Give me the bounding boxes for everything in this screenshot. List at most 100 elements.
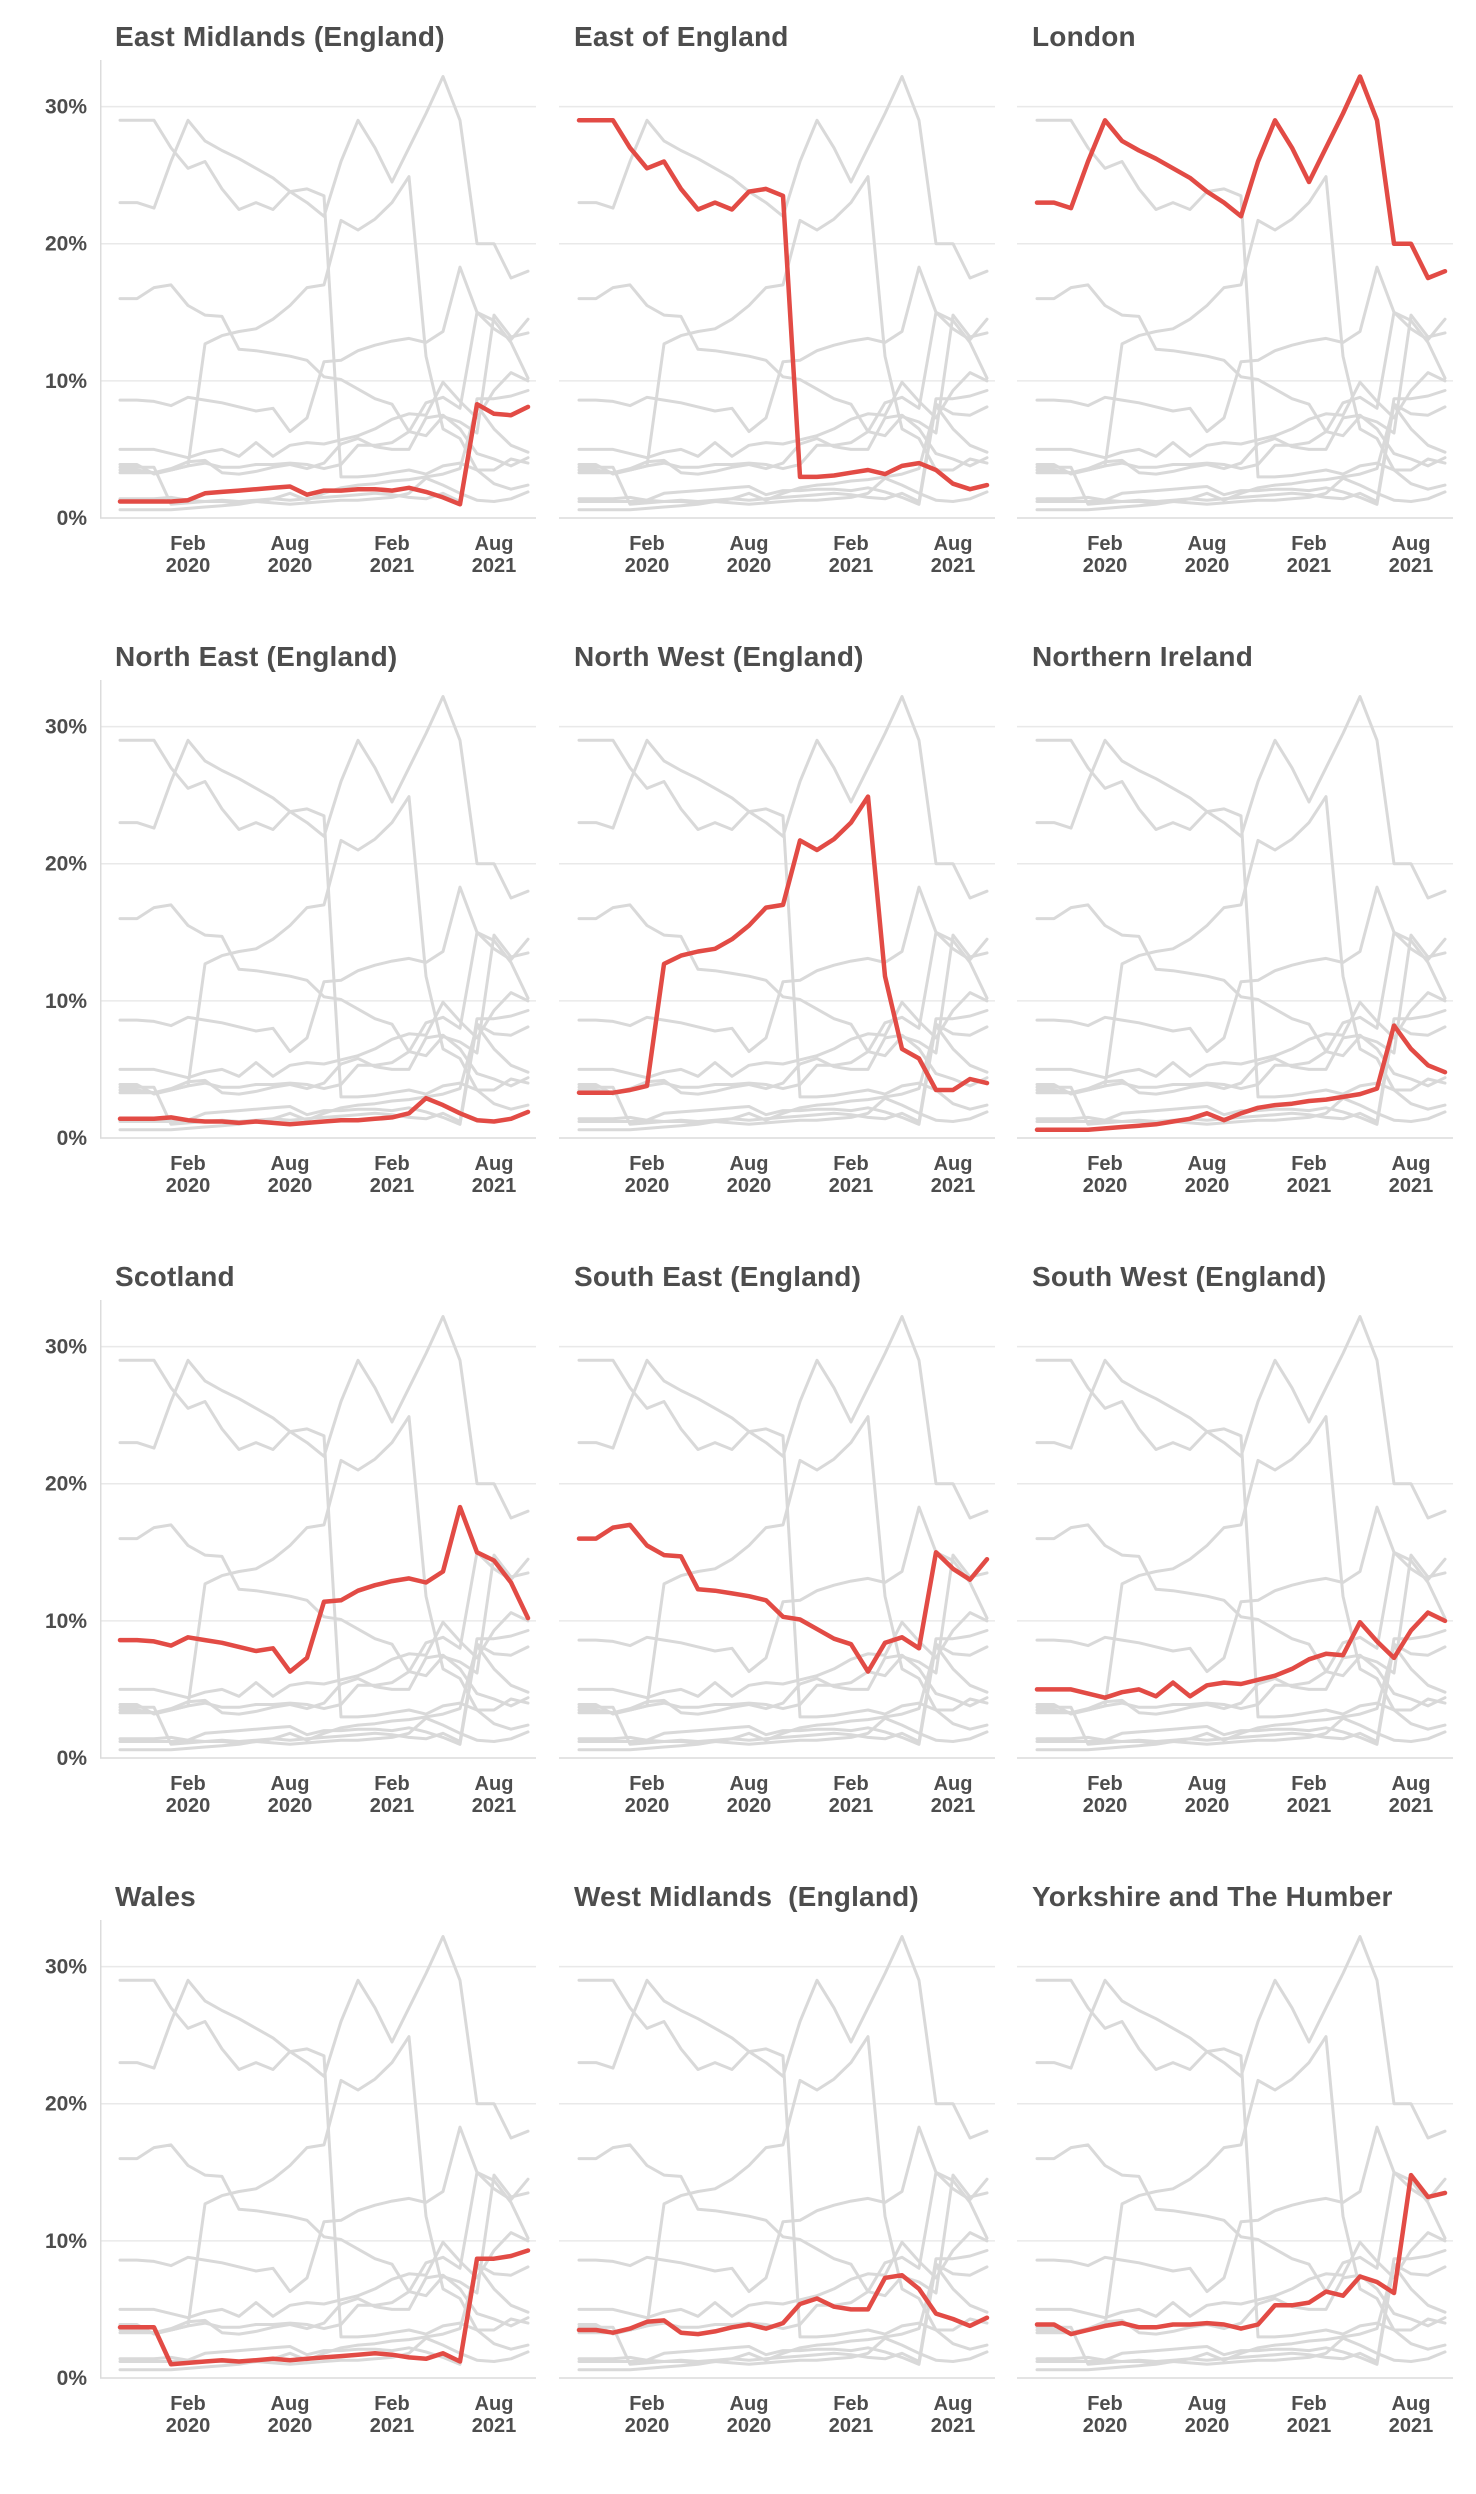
x-tick-year: 2020: [1185, 1795, 1230, 1817]
series-line-context-west-midlands-england: [118, 1653, 530, 1716]
series-line-context-northern-ireland: [1035, 404, 1447, 512]
x-axis-tick-label: Feb 2020: [166, 2393, 211, 2437]
series-line-context-south-west-england: [577, 2231, 989, 2320]
x-tick-year: 2020: [166, 555, 211, 577]
y-axis-tick-label: 0%: [57, 2367, 88, 2390]
x-tick-year: 2020: [166, 1175, 211, 1197]
x-axis-tick-label: Aug 2021: [1389, 2393, 1434, 2437]
x-axis-tick-label: Aug 2021: [472, 1773, 517, 1817]
x-tick-year: 2021: [931, 555, 976, 577]
x-tick-year: 2020: [727, 1795, 772, 1817]
x-axis-tick-label: Feb 2020: [625, 1153, 670, 1197]
y-axis-tick-label: 10%: [45, 2230, 87, 2253]
x-tick-month: Feb: [170, 2393, 206, 2415]
x-axis-tick-label: Aug 2021: [931, 2393, 976, 2437]
x-tick-year: 2021: [1287, 2415, 1332, 2437]
series-line-context-north-west-england: [118, 1415, 530, 1715]
panel-row: East Midlands (England) 0% 10% 20% 30% Feb 202…: [0, 14, 1476, 580]
x-tick-month: Aug: [1188, 1153, 1227, 1175]
x-tick-year: 2020: [1083, 1175, 1128, 1197]
series-line-context-scotland: [1035, 2125, 1447, 2294]
x-tick-year: 2021: [472, 1795, 517, 1817]
series-line-highlight-east-midlands-england: [117, 401, 531, 507]
x-tick-month: Aug: [934, 533, 973, 555]
series-line-highlight-northern-ireland: [1034, 1023, 1448, 1133]
x-tick-year: 2020: [268, 555, 313, 577]
series-line-context-north-west-england: [1035, 175, 1447, 475]
x-tick-year: 2021: [1287, 1795, 1332, 1817]
x-tick-year: 2021: [1389, 1795, 1434, 1817]
series-line-context-wales: [577, 2249, 989, 2366]
series-line-context-wales: [1035, 1009, 1447, 1126]
panel-title: Yorkshire and The Humber: [1032, 1881, 1393, 1912]
x-tick-year: 2021: [829, 1175, 874, 1197]
panel-title: North East (England): [115, 641, 398, 672]
x-tick-month: Feb: [1087, 1153, 1123, 1175]
x-axis-tick-label: Feb 2021: [829, 2393, 874, 2437]
panel-south-west-england: South West (England) Feb 2020 Aug 2020 Feb 202…: [995, 1254, 1453, 1820]
series-line-context-northern-ireland: [118, 404, 530, 512]
panel-yorkshire-and-the-humber: Yorkshire and The Humber Feb 2020 Aug 2020 Fe…: [995, 1874, 1453, 2440]
series-line-context-northern-ireland: [1035, 2264, 1447, 2372]
x-tick-month: Aug: [271, 2393, 310, 2415]
x-tick-month: Aug: [730, 2393, 769, 2415]
series-line-context-yorkshire-and-the-humber: [577, 1553, 989, 1716]
series-line-context-yorkshire-and-the-humber: [118, 933, 530, 1096]
series-line-context-london: [1035, 1315, 1447, 1520]
series-line-context-northern-ireland: [1035, 1644, 1447, 1752]
x-tick-month: Feb: [629, 1153, 665, 1175]
series-line-highlight-west-midlands-england: [576, 2272, 990, 2337]
x-tick-month: Aug: [730, 533, 769, 555]
x-tick-month: Feb: [1087, 1773, 1123, 1795]
y-axis-tick-label: 30%: [45, 1956, 87, 1979]
series-line-context-south-west-england: [1035, 991, 1447, 1080]
y-axis-tick-label: 20%: [45, 1473, 87, 1496]
series-line-context-south-west-england: [118, 371, 530, 460]
x-tick-year: 2020: [268, 1795, 313, 1817]
x-tick-year: 2021: [472, 2415, 517, 2437]
series-line-context-wales: [577, 1009, 989, 1126]
x-axis-tick-label: Aug 2020: [727, 533, 772, 577]
series-line-context-west-midlands-england: [118, 413, 530, 476]
series-line-context-south-west-england: [577, 371, 989, 460]
x-tick-month: Feb: [629, 1773, 665, 1795]
x-axis-tick-label: Feb 2020: [625, 1773, 670, 1817]
panel-title: South East (England): [574, 1261, 862, 1292]
panel-row: Wales 0% 10% 20% 30% Feb 2020 Aug 2020 Feb 2021 Aug…: [0, 1874, 1476, 2440]
x-axis-tick-label: Aug 2020: [268, 1153, 313, 1197]
series-line-context-scotland: [1035, 1505, 1447, 1674]
x-tick-year: 2021: [472, 555, 517, 577]
x-axis-tick-label: Feb 2021: [370, 1153, 415, 1197]
x-tick-month: Feb: [833, 2393, 869, 2415]
series-line-context-scotland: [577, 2125, 989, 2294]
x-tick-year: 2020: [166, 2415, 211, 2437]
series-line-context-scotland: [118, 2125, 530, 2294]
x-axis-tick-label: Aug 2021: [1389, 1773, 1434, 1817]
x-tick-year: 2021: [829, 555, 874, 577]
series-line-highlight-yorkshire-and-the-humber: [1034, 2172, 1448, 2337]
series-line-highlight-south-east-england: [576, 1522, 990, 1674]
panel-northern-ireland: Northern Ireland Feb 2020 Aug 2020 Feb 2021 Aug…: [995, 634, 1453, 1200]
x-axis-tick-label: Aug 2020: [268, 533, 313, 577]
y-axis-tick-label: 20%: [45, 853, 87, 876]
series-line-context-wales: [577, 389, 989, 506]
x-tick-month: Feb: [1087, 533, 1123, 555]
x-tick-year: 2021: [829, 2415, 874, 2437]
x-tick-year: 2020: [166, 1795, 211, 1817]
x-tick-month: Feb: [629, 533, 665, 555]
x-tick-year: 2021: [370, 1795, 415, 1817]
x-tick-month: Aug: [271, 1153, 310, 1175]
x-axis-tick-label: Feb 2021: [829, 1153, 874, 1197]
x-tick-month: Feb: [1291, 2393, 1327, 2415]
series-line-context-wales: [1035, 1629, 1447, 1746]
x-axis-tick-label: Feb 2020: [625, 2393, 670, 2437]
series-line-context-scotland: [118, 265, 530, 434]
x-tick-month: Feb: [1087, 2393, 1123, 2415]
